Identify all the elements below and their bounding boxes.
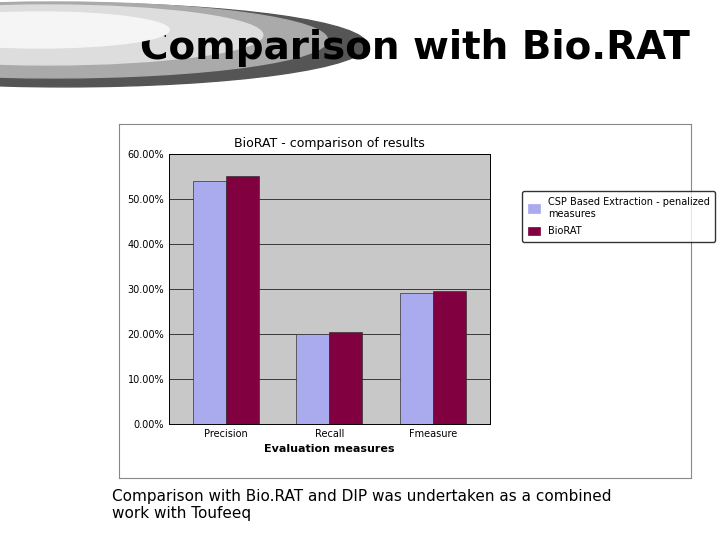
X-axis label: Evaluation measures: Evaluation measures: [264, 444, 395, 454]
Title: BioRAT - comparison of results: BioRAT - comparison of results: [234, 137, 425, 150]
Bar: [193, 181, 226, 424]
Bar: [297, 334, 329, 424]
Legend: CSP Based Extraction - penalized
measures, BioRAT: CSP Based Extraction - penalized measure…: [523, 191, 716, 242]
Circle shape: [0, 3, 367, 87]
Bar: [400, 293, 433, 424]
Text: Comparison with Bio.RAT and DIP was undertaken as a combined
work with Toufeeq: Comparison with Bio.RAT and DIP was unde…: [112, 489, 611, 521]
Bar: [329, 332, 362, 424]
Circle shape: [0, 5, 263, 65]
Circle shape: [0, 12, 169, 48]
Circle shape: [0, 2, 328, 78]
Bar: [433, 291, 466, 424]
Bar: [226, 177, 259, 424]
Text: Comparison with Bio.RAT: Comparison with Bio.RAT: [140, 29, 690, 67]
